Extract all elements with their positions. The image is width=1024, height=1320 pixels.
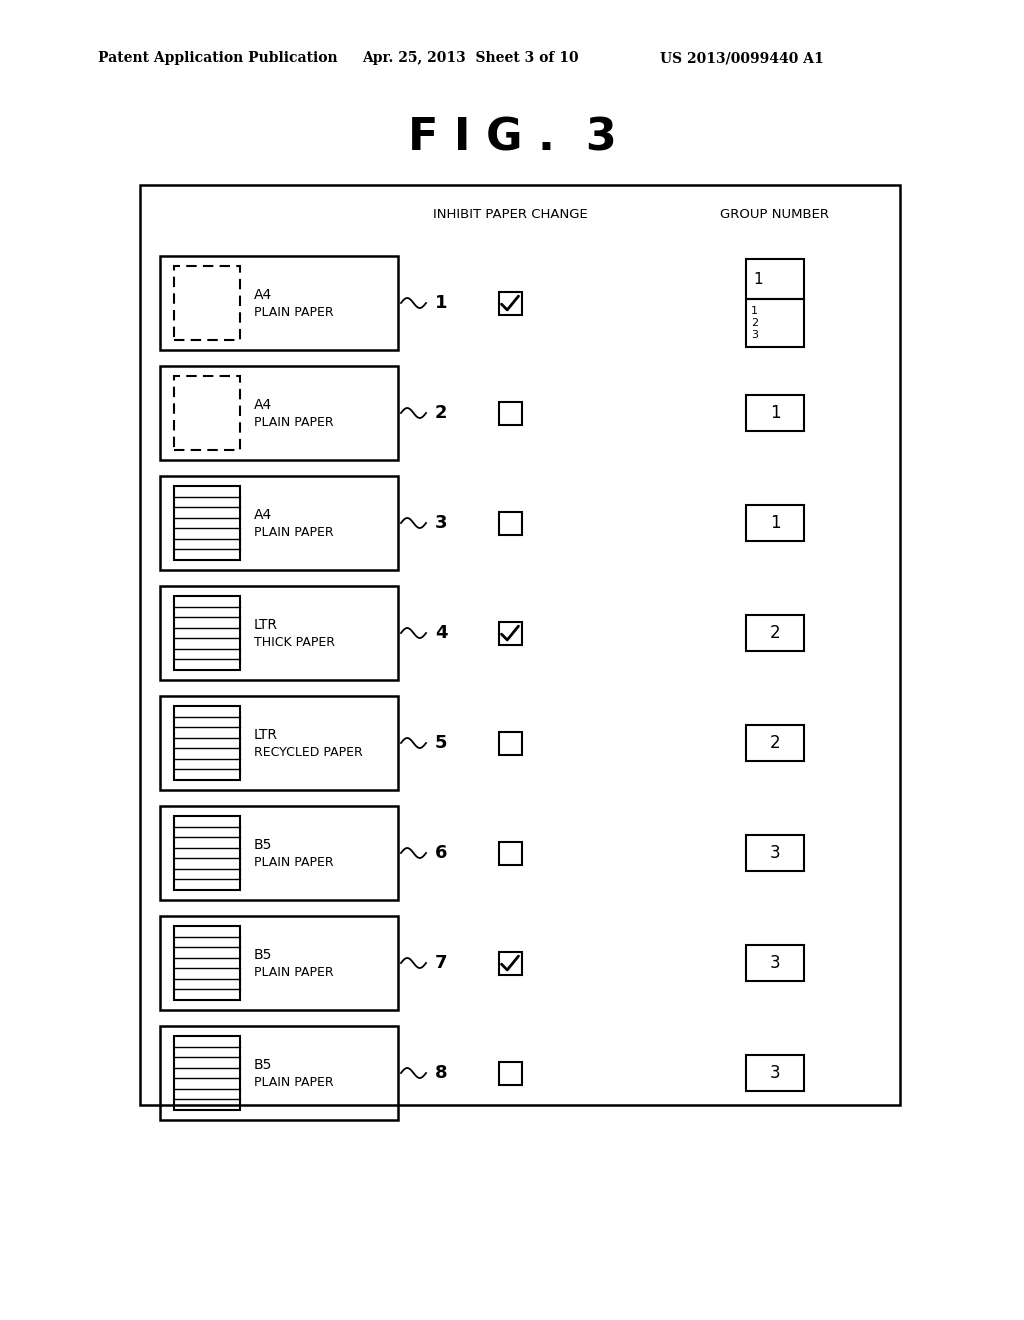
Bar bbox=[499, 842, 521, 865]
Bar bbox=[160, 807, 398, 900]
Bar bbox=[746, 506, 804, 541]
Text: PLAIN PAPER: PLAIN PAPER bbox=[254, 527, 334, 540]
Bar bbox=[499, 511, 521, 535]
Bar bbox=[160, 256, 398, 350]
Bar bbox=[746, 945, 804, 981]
Bar bbox=[499, 401, 521, 425]
Text: 1: 1 bbox=[753, 272, 763, 286]
Bar bbox=[174, 927, 240, 1001]
Bar bbox=[160, 586, 398, 680]
Text: PLAIN PAPER: PLAIN PAPER bbox=[254, 1077, 334, 1089]
Bar bbox=[160, 366, 398, 459]
Bar bbox=[160, 696, 398, 789]
Text: GROUP NUMBER: GROUP NUMBER bbox=[721, 209, 829, 222]
Text: 5: 5 bbox=[435, 734, 447, 752]
Bar bbox=[174, 486, 240, 560]
Text: PLAIN PAPER: PLAIN PAPER bbox=[254, 966, 334, 979]
Text: B5: B5 bbox=[254, 838, 272, 851]
Bar bbox=[746, 300, 804, 347]
Bar bbox=[174, 706, 240, 780]
Text: 1: 1 bbox=[770, 404, 780, 422]
Bar bbox=[174, 1036, 240, 1110]
Text: 3: 3 bbox=[770, 954, 780, 972]
Text: LTR: LTR bbox=[254, 729, 278, 742]
Text: 1: 1 bbox=[751, 306, 758, 315]
Bar bbox=[499, 622, 521, 644]
Text: PLAIN PAPER: PLAIN PAPER bbox=[254, 857, 334, 870]
Bar bbox=[140, 185, 900, 1105]
Text: 3: 3 bbox=[751, 330, 758, 341]
Text: 2: 2 bbox=[770, 624, 780, 642]
Text: PLAIN PAPER: PLAIN PAPER bbox=[254, 417, 334, 429]
Text: 3: 3 bbox=[770, 1064, 780, 1082]
Text: 4: 4 bbox=[435, 624, 447, 642]
Text: 1: 1 bbox=[770, 513, 780, 532]
Text: 3: 3 bbox=[770, 843, 780, 862]
Bar bbox=[174, 597, 240, 671]
Text: Patent Application Publication: Patent Application Publication bbox=[98, 51, 338, 65]
Text: THICK PAPER: THICK PAPER bbox=[254, 636, 335, 649]
Bar bbox=[174, 376, 240, 450]
Text: A4: A4 bbox=[254, 288, 272, 302]
Text: Apr. 25, 2013  Sheet 3 of 10: Apr. 25, 2013 Sheet 3 of 10 bbox=[362, 51, 579, 65]
Bar bbox=[746, 395, 804, 432]
Text: US 2013/0099440 A1: US 2013/0099440 A1 bbox=[660, 51, 823, 65]
Text: A4: A4 bbox=[254, 508, 272, 521]
Text: INHIBIT PAPER CHANGE: INHIBIT PAPER CHANGE bbox=[432, 209, 588, 222]
Text: RECYCLED PAPER: RECYCLED PAPER bbox=[254, 747, 362, 759]
Text: 3: 3 bbox=[435, 513, 447, 532]
Text: 1: 1 bbox=[435, 294, 447, 312]
Bar bbox=[746, 259, 804, 300]
Text: LTR: LTR bbox=[254, 618, 278, 632]
Bar bbox=[174, 267, 240, 341]
Bar bbox=[746, 615, 804, 651]
Text: B5: B5 bbox=[254, 1059, 272, 1072]
Text: 2: 2 bbox=[751, 318, 758, 327]
Text: 7: 7 bbox=[435, 954, 447, 972]
Text: 2: 2 bbox=[770, 734, 780, 752]
Bar bbox=[160, 477, 398, 570]
Bar bbox=[499, 731, 521, 755]
Text: F I G .  3: F I G . 3 bbox=[408, 116, 616, 160]
Text: A4: A4 bbox=[254, 399, 272, 412]
Text: PLAIN PAPER: PLAIN PAPER bbox=[254, 306, 334, 319]
Text: 6: 6 bbox=[435, 843, 447, 862]
Bar bbox=[499, 1061, 521, 1085]
Bar bbox=[160, 1026, 398, 1119]
Bar bbox=[174, 816, 240, 890]
Bar bbox=[160, 916, 398, 1010]
Bar bbox=[746, 836, 804, 871]
Bar bbox=[746, 725, 804, 762]
Bar bbox=[746, 1055, 804, 1092]
Bar bbox=[499, 952, 521, 974]
Text: B5: B5 bbox=[254, 948, 272, 962]
Text: 2: 2 bbox=[435, 404, 447, 422]
Text: 8: 8 bbox=[435, 1064, 447, 1082]
Bar bbox=[499, 292, 521, 314]
